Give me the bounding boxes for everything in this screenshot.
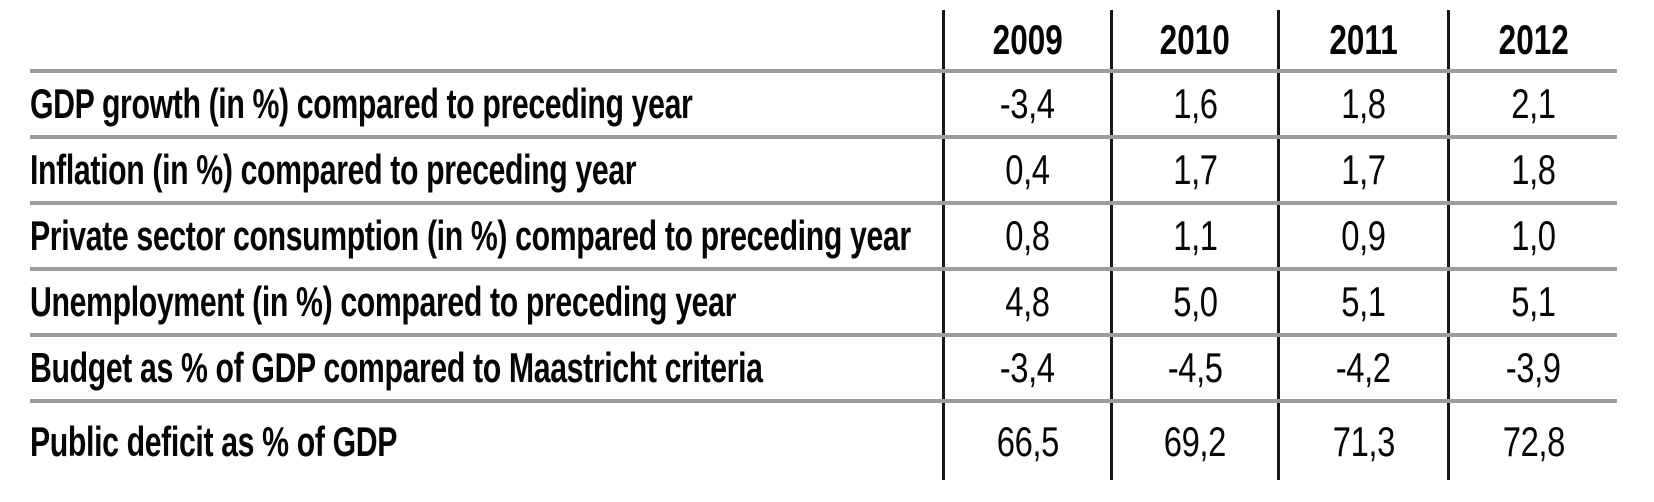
cell-value: 1,7 [1341,146,1386,193]
value-cell: 1,7 [1110,139,1277,201]
cell-value: 66,5 [996,417,1059,465]
year-header: 2009 [992,15,1063,63]
value-cell: 1,1 [1110,205,1277,267]
economic-indicators-table: 2009 2010 2011 2012 GDP growth (in %) co… [30,10,1617,480]
value-cell: 1,8 [1447,139,1617,201]
header-cell-2010: 2010 [1110,10,1277,69]
cell-value: 5,0 [1172,278,1218,325]
cell-value: 72,8 [1502,417,1565,465]
row-label-cell: Unemployment (in %) compared to precedin… [30,271,942,333]
cell-value: 1,8 [1341,80,1386,127]
header-cell-2009: 2009 [942,10,1110,69]
value-cell: 1,8 [1277,73,1447,135]
value-cell: -3,9 [1447,337,1617,399]
value-cell: 69,2 [1110,403,1277,480]
row-label: Private sector consumption (in %) compar… [30,212,911,259]
value-cell: 0,4 [942,139,1110,201]
year-header: 2011 [1329,15,1398,63]
header-cell-2011: 2011 [1277,10,1447,69]
value-cell: 72,8 [1447,403,1617,480]
year-header: 2012 [1498,15,1569,63]
header-cell-2012: 2012 [1447,10,1617,69]
value-cell: 1,0 [1447,205,1617,267]
value-cell: -4,2 [1277,337,1447,399]
cell-value: 5,1 [1511,278,1556,325]
year-header: 2010 [1159,15,1231,63]
row-label-cell: Inflation (in %) compared to preceding y… [30,139,942,201]
row-label: Unemployment (in %) compared to precedin… [30,278,736,325]
row-label-cell: Budget as % of GDP compared to Maastrich… [30,337,942,399]
cell-value: 1,0 [1511,212,1556,259]
cell-value: 0,4 [1005,146,1050,193]
cell-value: 1,1 [1172,212,1218,259]
value-cell: 4,8 [942,271,1110,333]
value-cell: 5,0 [1110,271,1277,333]
cell-value: 71,3 [1332,417,1395,465]
value-cell: -3,4 [942,337,1110,399]
value-cell: -3,4 [942,73,1110,135]
value-cell: -4,5 [1110,337,1277,399]
row-label: GDP growth (in %) compared to preceding … [30,80,693,127]
value-cell: 0,9 [1277,205,1447,267]
cell-value: -3,4 [1000,80,1055,127]
cell-value: 5,1 [1341,278,1386,325]
cell-value: -3,9 [1506,344,1561,391]
cell-value: -4,2 [1336,344,1391,391]
value-cell: 0,8 [942,205,1110,267]
cell-value: 2,1 [1511,80,1556,127]
table-row-inflation: Inflation (in %) compared to preceding y… [30,139,1617,205]
value-cell: 71,3 [1277,403,1447,480]
value-cell: 1,6 [1110,73,1277,135]
value-cell: 5,1 [1277,271,1447,333]
header-row: 2009 2010 2011 2012 [30,10,1617,73]
row-label-cell: Private sector consumption (in %) compar… [30,205,942,267]
row-label-cell: Public deficit as % of GDP [30,403,942,480]
row-label: Public deficit as % of GDP [30,417,398,465]
cell-value: -4,5 [1167,344,1223,391]
cell-value: 0,9 [1341,212,1386,259]
value-cell: 66,5 [942,403,1110,480]
cell-value: 1,6 [1172,80,1218,127]
header-empty-cell [30,10,942,69]
table-row-budget-maastricht: Budget as % of GDP compared to Maastrich… [30,337,1617,403]
row-label-cell: GDP growth (in %) compared to preceding … [30,73,942,135]
table-row-gdp-growth: GDP growth (in %) compared to preceding … [30,73,1617,139]
cell-value: 0,8 [1005,212,1050,259]
table-row-public-deficit: Public deficit as % of GDP 66,5 69,2 71,… [30,403,1617,480]
row-label: Budget as % of GDP compared to Maastrich… [30,344,763,391]
value-cell: 5,1 [1447,271,1617,333]
value-cell: 2,1 [1447,73,1617,135]
cell-value: 1,8 [1511,146,1556,193]
value-cell: 1,7 [1277,139,1447,201]
cell-value: 69,2 [1163,417,1227,465]
cell-value: 4,8 [1005,278,1050,325]
cell-value: -3,4 [1000,344,1055,391]
row-label: Inflation (in %) compared to preceding y… [30,146,637,193]
table-row-private-consumption: Private sector consumption (in %) compar… [30,205,1617,271]
table-row-unemployment: Unemployment (in %) compared to precedin… [30,271,1617,337]
cell-value: 1,7 [1172,146,1218,193]
